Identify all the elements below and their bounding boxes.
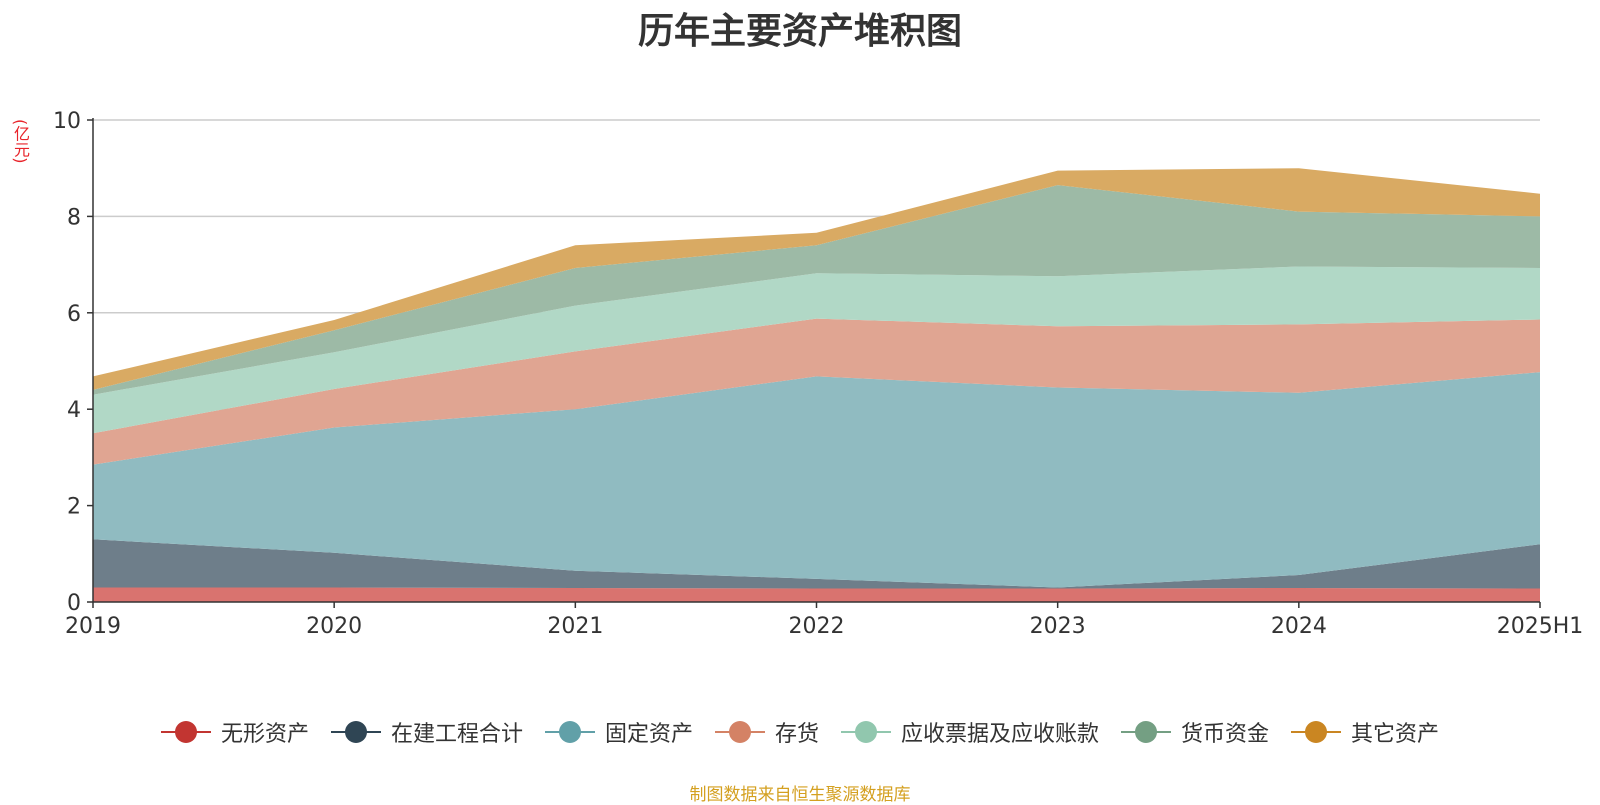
y-tick-label: 2	[67, 495, 81, 520]
legend-marker-dot	[558, 721, 581, 743]
legend-item[interactable]: 其它资产	[1291, 716, 1439, 748]
legend-item[interactable]: 应收票据及应收账款	[841, 716, 1099, 748]
source-note: 制图数据来自恒生聚源数据库	[689, 785, 911, 805]
legend-marker-icon	[1291, 720, 1342, 744]
y-axis-unit-label: (亿元)	[11, 119, 30, 164]
legend-marker-icon	[544, 720, 595, 744]
legend-marker-icon	[841, 720, 891, 744]
legend-label: 货币资金	[1181, 722, 1270, 747]
x-tick-label: 2024	[1271, 614, 1327, 639]
legend-item[interactable]: 在建工程合计	[330, 716, 523, 748]
legend-marker-dot	[1305, 721, 1328, 743]
legend-marker-icon	[1121, 720, 1172, 744]
y-tick-label: 4	[67, 398, 81, 423]
legend-marker-icon	[330, 720, 381, 744]
x-tick-label: 2025H1	[1497, 614, 1584, 639]
y-tick-label: 10	[53, 109, 81, 134]
legend-marker-dot	[1135, 721, 1158, 743]
area-series-2	[93, 372, 1540, 588]
legend-marker-dot	[174, 721, 197, 743]
x-tick-label: 2020	[306, 614, 362, 639]
y-tick-label: 6	[67, 302, 81, 327]
legend-label: 在建工程合计	[390, 722, 523, 747]
x-tick-label: 2022	[789, 614, 845, 639]
legend-marker-icon	[714, 720, 765, 744]
legend-item[interactable]: 存货	[714, 716, 819, 748]
x-tick-label: 2021	[547, 614, 603, 639]
x-tick-label: 2019	[65, 614, 121, 639]
area-series-4	[93, 266, 1540, 434]
legend-label: 固定资产	[604, 722, 693, 747]
y-tick-label: 8	[67, 205, 81, 230]
x-tick-label: 2023	[1030, 614, 1086, 639]
area-series-6	[93, 168, 1540, 390]
area-series-layer	[93, 168, 1540, 602]
legend-marker-dot	[855, 721, 877, 743]
chart-title: 历年主要资产堆积图	[637, 11, 962, 52]
legend-label: 应收票据及应收账款	[901, 722, 1100, 747]
legend-marker-dot	[344, 721, 367, 743]
y-tick-label: 0	[67, 591, 81, 616]
area-series-0	[93, 587, 1540, 602]
legend-item[interactable]: 固定资产	[544, 716, 693, 748]
axes: 0 2 4 6 8 10 2019 2020 2021 2022 2023 2024 2025H1	[53, 109, 1583, 639]
area-series-3	[93, 318, 1540, 465]
legend-label: 存货	[774, 722, 819, 747]
area-series-5	[93, 185, 1540, 395]
legend-marker-dot	[728, 721, 751, 743]
legend-label: 无形资产	[220, 722, 309, 747]
area-series-1	[93, 539, 1540, 589]
legend: 无形资产 在建工程合计 固定资产 存货 应收票据及应收账款 货币资金 其它资产	[0, 716, 1600, 748]
legend-label: 其它资产	[1351, 722, 1440, 747]
legend-marker-icon	[160, 720, 211, 744]
legend-item[interactable]: 无形资产	[160, 716, 309, 748]
legend-item[interactable]: 货币资金	[1121, 716, 1269, 748]
